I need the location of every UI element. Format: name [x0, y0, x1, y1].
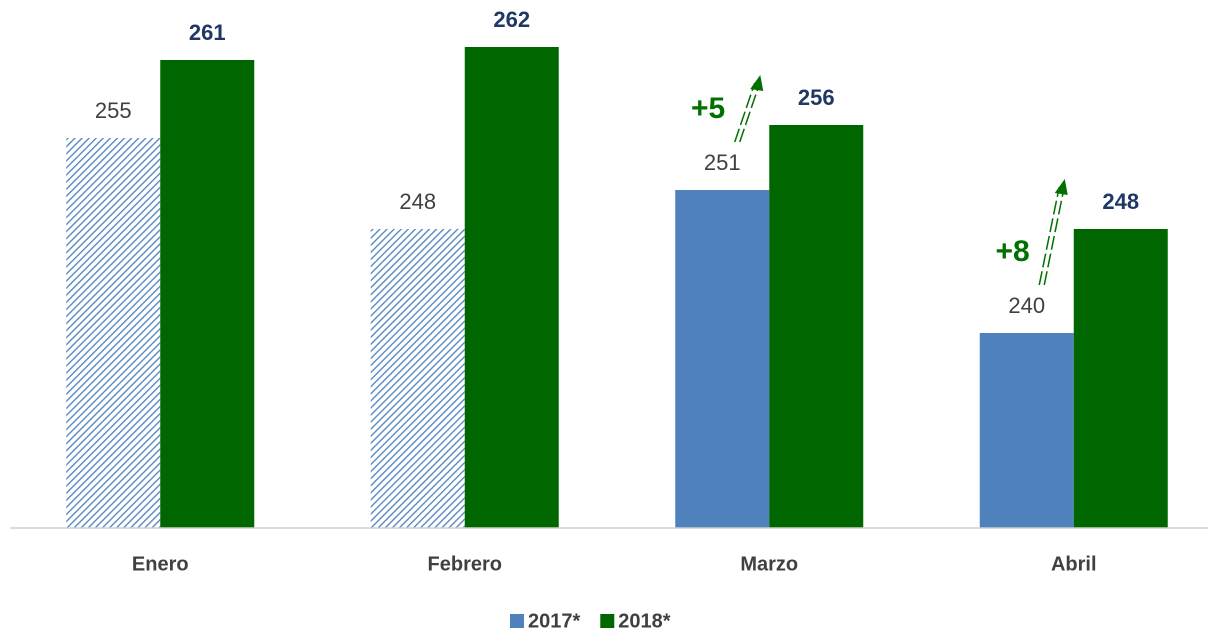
annotation: +8	[996, 235, 1030, 268]
annotation-arrow-head	[1054, 179, 1068, 195]
value-label: 248	[1102, 189, 1139, 214]
value-label: 248	[399, 189, 436, 214]
legend-label: 2017*	[528, 610, 580, 632]
value-label: 256	[798, 85, 835, 110]
value-label: 251	[704, 150, 741, 175]
annotation-arrow	[734, 82, 756, 143]
x-tick-label: Marzo	[740, 553, 798, 575]
annotation-arrow	[1043, 186, 1065, 286]
bar	[160, 60, 255, 528]
value-label: 262	[493, 7, 530, 32]
annotation-arrow	[1038, 186, 1060, 286]
bar	[1073, 229, 1168, 528]
value-label: 240	[1008, 293, 1045, 318]
bar	[66, 138, 161, 528]
value-label: 255	[95, 98, 132, 123]
x-tick-label: Abril	[1051, 553, 1097, 575]
bar	[370, 229, 465, 528]
legend-swatch	[600, 614, 615, 628]
annotation: +5	[691, 92, 725, 125]
bar	[464, 47, 559, 528]
bar	[675, 190, 770, 528]
value-label: 261	[189, 20, 226, 45]
legend-label: 2018*	[618, 610, 670, 632]
bar	[979, 333, 1074, 528]
x-tick-label: Febrero	[428, 553, 502, 575]
annotation-arrow-head	[750, 75, 764, 91]
bar	[769, 125, 864, 528]
x-tick-label: Enero	[132, 553, 189, 575]
annotation-arrow	[739, 82, 761, 143]
legend-swatch	[510, 614, 524, 628]
